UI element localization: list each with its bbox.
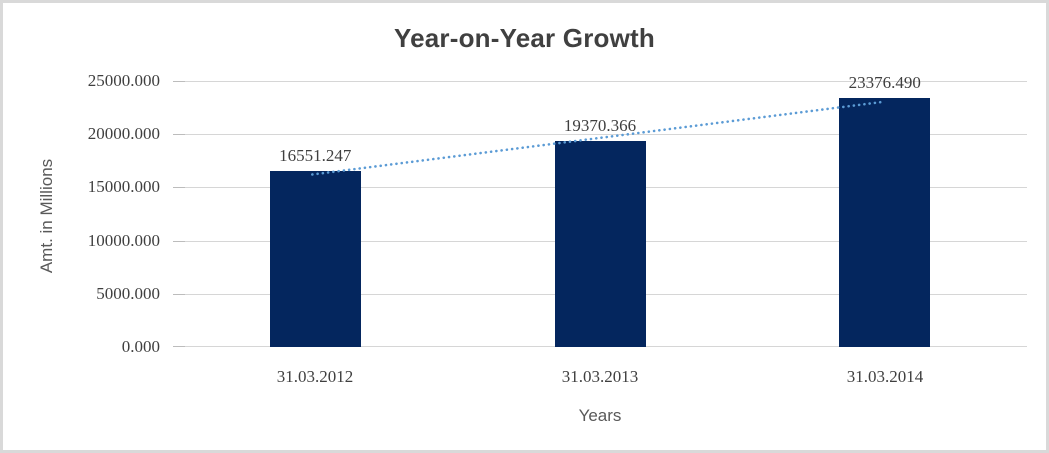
x-tick-label: 31.03.2014: [846, 367, 924, 386]
bar-value-label: 16551.247: [279, 145, 352, 165]
bar: [269, 170, 361, 347]
gridline: [173, 81, 1027, 82]
bar-value-label: 19370.366: [563, 115, 637, 135]
bar-value-label: 23376.490: [848, 73, 921, 93]
y-tick-label: 20000.000: [87, 124, 160, 144]
x-tick-label: 31.03.2012: [276, 367, 354, 386]
chart-title: Year-on-Year Growth: [394, 23, 655, 53]
y-tick-label: 15000.000: [87, 177, 160, 197]
x-axis-title: Years: [578, 406, 622, 425]
y-tick-label: 10000.000: [87, 230, 160, 250]
bar: [839, 98, 931, 347]
y-tick-label: 25000.000: [87, 71, 160, 90]
x-tick-label: 31.03.2013: [561, 367, 639, 386]
y-tick-label: 0.000: [121, 337, 160, 356]
bar: [554, 140, 646, 347]
y-tick-label: 5000.000: [96, 283, 160, 303]
y-axis-title: Amt. in Millions: [37, 158, 56, 274]
